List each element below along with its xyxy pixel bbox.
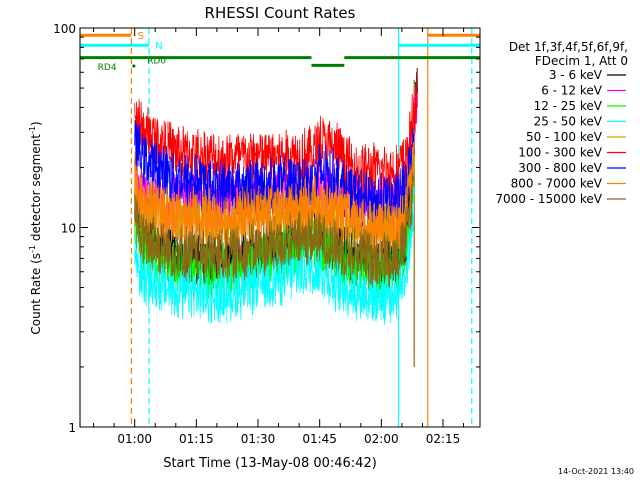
marker-dot bbox=[132, 64, 136, 68]
x-tick-label-5: 02:15 bbox=[426, 432, 461, 446]
series-line-3 bbox=[134, 178, 415, 326]
x-tick-label-2: 01:30 bbox=[241, 432, 276, 446]
plot-series bbox=[134, 67, 418, 326]
x-axis-label: Start Time (13-May-08 00:46:42) bbox=[163, 456, 377, 471]
legend-label-8: 7000 - 15000 keV bbox=[495, 192, 602, 206]
legend-header-2: FDecim 1, Att 0 bbox=[535, 54, 628, 68]
legend-label-0: 3 - 6 keV bbox=[549, 68, 603, 82]
legend-label-2: 12 - 25 keV bbox=[534, 99, 603, 113]
x-tick-label-0: 01:00 bbox=[117, 432, 152, 446]
x-axis: 01:00 01:15 01:30 01:45 02:00 02:15 bbox=[93, 28, 465, 446]
legend-label-6: 300 - 800 keV bbox=[518, 161, 602, 175]
series-line-5 bbox=[134, 69, 418, 202]
legend-header-1: Det 1f,3f,4f,5f,6f,9f, bbox=[509, 40, 628, 54]
x-tick-label-4: 02:00 bbox=[364, 432, 399, 446]
y-tick-label-2: 100 bbox=[53, 22, 76, 36]
flag-label-0: S bbox=[137, 31, 143, 42]
series-line-8 bbox=[134, 173, 415, 288]
legend: Det 1f,3f,4f,5f,6f,9f, FDecim 1, Att 0 3… bbox=[495, 40, 628, 206]
y-axis-label: Count Rate (s-1 detector segment-1) bbox=[28, 121, 43, 334]
marker-label-rd0: RD0 bbox=[147, 57, 166, 67]
legend-label-3: 25 - 50 keV bbox=[534, 115, 603, 129]
legend-label-1: 6 - 12 keV bbox=[541, 84, 603, 98]
legend-label-5: 100 - 300 keV bbox=[518, 146, 602, 160]
footer-timestamp: 14-Oct-2021 13:40 bbox=[558, 467, 634, 476]
flag-label-1: N bbox=[155, 41, 162, 52]
legend-label-7: 800 - 7000 keV bbox=[511, 177, 603, 191]
x-tick-label-3: 01:45 bbox=[302, 432, 337, 446]
y-label-part-3: ) bbox=[29, 121, 43, 126]
y-label-sup-1: -1 bbox=[28, 245, 37, 253]
marker-label-rd4: RD4 bbox=[98, 63, 117, 73]
x-tick-label-1: 01:15 bbox=[179, 432, 214, 446]
y-label-sup-2: -1 bbox=[28, 126, 37, 134]
chart-title: RHESSI Count Rates bbox=[205, 4, 356, 22]
legend-label-4: 50 - 100 keV bbox=[526, 130, 603, 144]
y-tick-label-1: 10 bbox=[61, 222, 76, 236]
y-tick-label-0: 1 bbox=[68, 421, 76, 435]
y-axis: 1 10 100 bbox=[53, 22, 480, 435]
y-label-part-1: Count Rate (s bbox=[29, 253, 43, 335]
y-label-part-2: detector segment bbox=[29, 134, 43, 245]
